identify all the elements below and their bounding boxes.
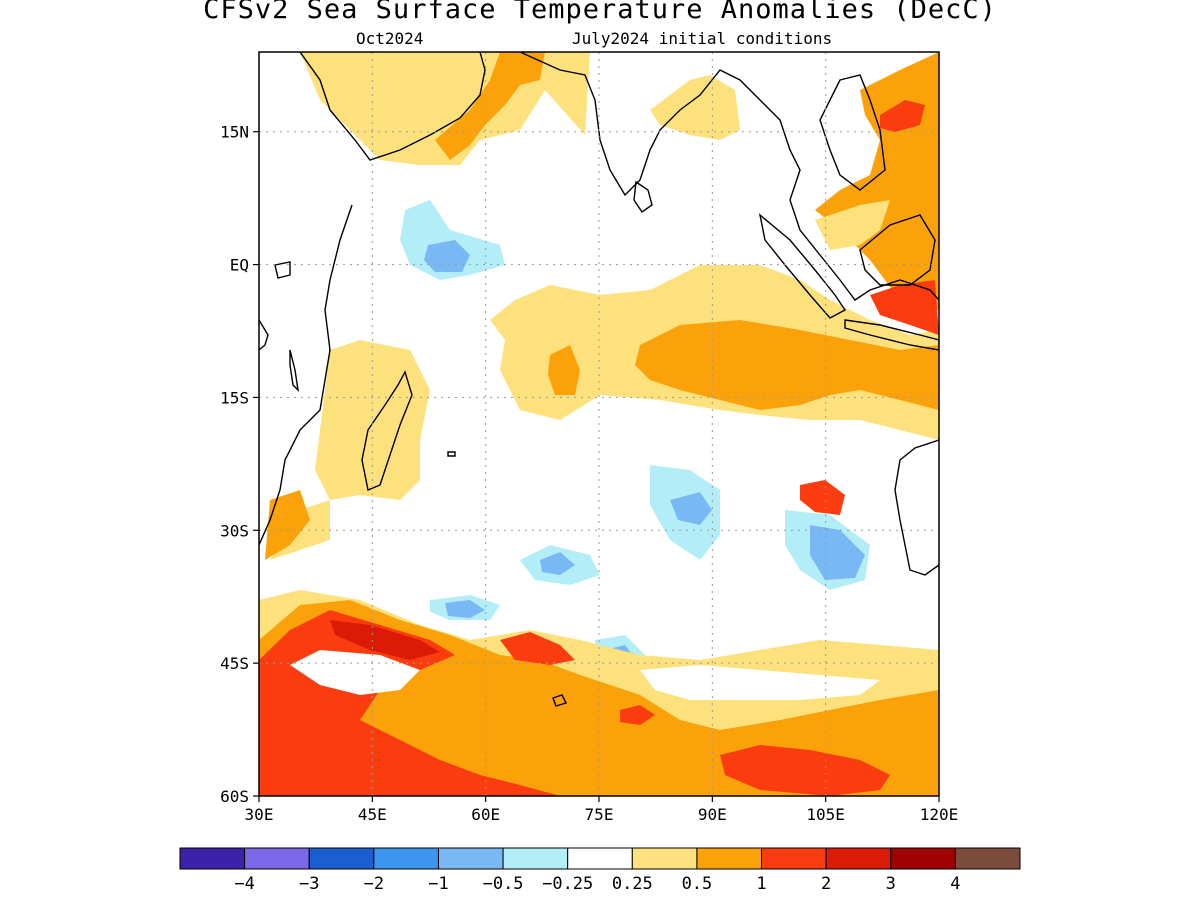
anomaly-region-cool-1-core xyxy=(670,492,712,525)
legend-label: −1 xyxy=(428,874,448,894)
legend-label: 0.25 xyxy=(612,874,653,894)
anomaly-region-red-east-spot xyxy=(800,480,845,515)
anomaly-region-red-spot xyxy=(620,705,655,725)
legend-label: 0.5 xyxy=(682,874,713,894)
legend-swatch xyxy=(631,847,698,870)
coast-borneo xyxy=(859,214,936,286)
anomaly-region-red-core xyxy=(330,620,440,660)
legend-label: 3 xyxy=(886,874,896,894)
anomaly-region-equatorial-red xyxy=(870,280,939,335)
anomaly-region-cool-4-core xyxy=(445,600,485,618)
anomaly-region-neutral-2 xyxy=(640,665,880,700)
y-tick-label: 30S xyxy=(220,521,249,540)
coast-australia xyxy=(894,439,939,576)
coast-java xyxy=(844,319,939,351)
anomaly-region-scs-strong xyxy=(880,100,925,132)
legend-swatch xyxy=(696,847,763,870)
coast-southeast-asia xyxy=(759,99,939,301)
anomaly-region-south-red-east xyxy=(720,745,890,796)
forecast-month: Oct2024 xyxy=(356,29,424,48)
legend-label: −0.25 xyxy=(542,874,593,894)
coast-kerguelen xyxy=(552,694,567,707)
anomaly-region-red-mid xyxy=(500,632,575,665)
legend-swatch xyxy=(373,847,439,870)
anomaly-region-central-spot xyxy=(548,345,580,395)
anomaly-region-cool-2-core xyxy=(810,525,865,580)
coast-madagascar xyxy=(361,370,413,491)
anomaly-region-cool-3-core xyxy=(540,552,575,575)
map-grid xyxy=(259,52,939,796)
legend-label: −2 xyxy=(364,874,384,894)
x-tick-label: 105E xyxy=(806,805,845,824)
coast-africa xyxy=(259,319,269,351)
legend-swatch xyxy=(761,847,827,870)
legend-label: 1 xyxy=(756,874,766,894)
coast-srilanka xyxy=(633,180,653,213)
anomaly-region-arabian-strong xyxy=(435,52,545,160)
y-tick-label: 45S xyxy=(220,654,249,673)
legend-label: 4 xyxy=(950,874,960,894)
legend-label: −0.5 xyxy=(483,874,524,894)
legend-swatch xyxy=(179,847,246,870)
legend-swatch xyxy=(954,847,1021,870)
legend-swatch xyxy=(890,847,956,870)
coast-arabia xyxy=(299,52,486,161)
legend-label: −4 xyxy=(234,874,254,894)
legend-swatch xyxy=(437,847,504,870)
coast-lake-victoria xyxy=(274,261,291,279)
coast-sumatra xyxy=(758,213,847,319)
coast-india xyxy=(519,52,761,197)
legend-swatch xyxy=(825,847,892,870)
x-tick-label: 90E xyxy=(698,805,727,824)
x-tick-label: 45E xyxy=(358,805,387,824)
coast-lake-malawi xyxy=(289,349,300,392)
coast-mauritius xyxy=(447,451,456,457)
initial-conditions: July2024 initial conditions xyxy=(572,29,833,48)
y-tick-label: EQ xyxy=(230,256,249,275)
anomaly-region-mozambique-warm xyxy=(270,340,430,560)
x-tick-label: 75E xyxy=(585,805,614,824)
anomaly-region-equatorial-strong xyxy=(635,320,939,410)
anomaly-region-sw-orange xyxy=(265,490,310,560)
color-legend: −4 −3 −2 −1 −0.5 −0.25 0.25 0.5 1 2 3 4 xyxy=(179,847,1021,894)
legend-label: −3 xyxy=(299,874,319,894)
axis-ticks: 30E 45E 60E 75E 90E 105E 120E 15N EQ 15S 30S 45S 60S xyxy=(220,123,958,824)
coast-indochina xyxy=(819,74,886,191)
anomaly-region-neutral-1 xyxy=(290,650,420,695)
coastlines xyxy=(259,52,939,707)
y-tick-label: 15S xyxy=(220,388,249,407)
legend-label: 2 xyxy=(821,874,831,894)
legend-swatch xyxy=(244,847,310,870)
map-title: CFSv2 Sea Surface Temperature Anomalies … xyxy=(203,0,997,25)
legend-swatch xyxy=(308,847,375,870)
x-tick-label: 60E xyxy=(471,805,500,824)
anomaly-region-west-cool-core xyxy=(424,240,470,272)
legend-swatch xyxy=(502,847,569,870)
y-tick-label: 15N xyxy=(220,123,249,142)
legend-swatch xyxy=(567,847,633,870)
y-tick-label: 60S xyxy=(220,787,249,806)
anomaly-region-scs-yellow xyxy=(815,200,890,250)
coast-east-africa xyxy=(259,204,353,546)
anomaly-region-bengal-warm xyxy=(650,75,740,140)
x-tick-label: 120E xyxy=(920,805,959,824)
x-tick-label: 30E xyxy=(245,805,274,824)
